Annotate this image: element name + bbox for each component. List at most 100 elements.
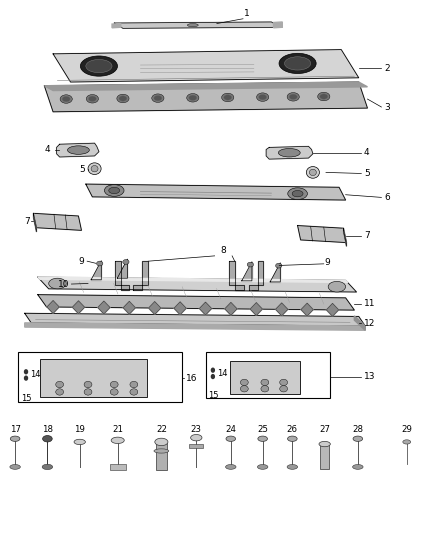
Ellipse shape xyxy=(285,57,311,70)
Bar xyxy=(189,444,203,448)
Polygon shape xyxy=(225,302,237,315)
Ellipse shape xyxy=(222,93,234,102)
Ellipse shape xyxy=(292,190,303,197)
Polygon shape xyxy=(33,213,81,230)
Polygon shape xyxy=(47,301,59,313)
Ellipse shape xyxy=(261,379,269,385)
Ellipse shape xyxy=(306,166,319,178)
Ellipse shape xyxy=(96,261,103,266)
Polygon shape xyxy=(38,295,354,310)
Text: 23: 23 xyxy=(191,425,202,434)
Ellipse shape xyxy=(56,381,64,387)
Ellipse shape xyxy=(353,436,363,441)
Text: 27: 27 xyxy=(319,425,330,434)
Ellipse shape xyxy=(110,389,118,395)
Polygon shape xyxy=(38,277,357,292)
Ellipse shape xyxy=(60,95,72,103)
Ellipse shape xyxy=(280,379,288,385)
Text: 7: 7 xyxy=(25,217,30,226)
Ellipse shape xyxy=(154,449,169,453)
Circle shape xyxy=(211,374,215,379)
Polygon shape xyxy=(38,277,348,282)
Ellipse shape xyxy=(81,56,117,76)
Circle shape xyxy=(24,369,28,374)
Ellipse shape xyxy=(318,92,330,101)
Polygon shape xyxy=(33,213,36,232)
Ellipse shape xyxy=(309,169,316,175)
Text: 14: 14 xyxy=(217,369,228,378)
Text: 1: 1 xyxy=(244,9,250,18)
Ellipse shape xyxy=(279,149,300,157)
Ellipse shape xyxy=(67,146,89,155)
Ellipse shape xyxy=(187,94,199,102)
Polygon shape xyxy=(57,143,99,157)
Ellipse shape xyxy=(287,93,299,101)
Text: 14: 14 xyxy=(30,370,41,379)
Ellipse shape xyxy=(226,436,236,441)
Ellipse shape xyxy=(42,464,53,470)
Ellipse shape xyxy=(288,436,297,441)
Ellipse shape xyxy=(288,188,307,199)
Ellipse shape xyxy=(10,465,20,470)
Polygon shape xyxy=(25,323,365,330)
Polygon shape xyxy=(91,261,101,280)
Circle shape xyxy=(24,375,28,381)
Text: 19: 19 xyxy=(74,425,85,434)
Text: 15: 15 xyxy=(21,394,31,403)
Ellipse shape xyxy=(111,437,124,443)
Ellipse shape xyxy=(279,53,316,74)
Bar xyxy=(156,443,166,470)
Polygon shape xyxy=(174,302,186,314)
Polygon shape xyxy=(199,302,212,315)
Ellipse shape xyxy=(42,435,52,442)
Text: 4: 4 xyxy=(364,148,370,157)
Ellipse shape xyxy=(104,184,124,196)
Ellipse shape xyxy=(154,95,162,101)
Ellipse shape xyxy=(130,389,138,395)
Ellipse shape xyxy=(86,60,112,72)
Text: 4: 4 xyxy=(44,145,50,154)
Text: 10: 10 xyxy=(58,280,70,289)
Ellipse shape xyxy=(84,381,92,387)
Text: 5: 5 xyxy=(364,169,370,178)
Ellipse shape xyxy=(152,94,164,102)
Ellipse shape xyxy=(328,281,346,292)
Text: 28: 28 xyxy=(352,425,364,434)
Bar xyxy=(230,361,300,393)
Ellipse shape xyxy=(280,385,288,392)
Ellipse shape xyxy=(74,439,85,445)
Polygon shape xyxy=(326,303,339,316)
Text: 3: 3 xyxy=(384,102,390,111)
Ellipse shape xyxy=(403,440,411,444)
Polygon shape xyxy=(354,316,365,330)
Polygon shape xyxy=(297,225,346,243)
Bar xyxy=(110,464,126,470)
Text: 29: 29 xyxy=(401,425,412,434)
Polygon shape xyxy=(343,228,346,246)
Ellipse shape xyxy=(247,262,254,267)
Bar xyxy=(18,352,182,402)
Polygon shape xyxy=(242,262,252,281)
Polygon shape xyxy=(112,23,121,28)
Ellipse shape xyxy=(259,94,267,100)
Ellipse shape xyxy=(117,94,129,103)
Ellipse shape xyxy=(261,385,269,392)
Polygon shape xyxy=(86,184,346,200)
Text: 25: 25 xyxy=(257,425,268,434)
Ellipse shape xyxy=(224,95,232,100)
Polygon shape xyxy=(249,261,263,290)
Ellipse shape xyxy=(123,260,129,264)
Ellipse shape xyxy=(155,438,168,446)
Polygon shape xyxy=(266,147,313,159)
Text: 17: 17 xyxy=(10,425,21,434)
Text: 15: 15 xyxy=(208,391,218,400)
Polygon shape xyxy=(229,261,244,290)
Polygon shape xyxy=(123,301,135,314)
Ellipse shape xyxy=(289,94,297,100)
Text: 6: 6 xyxy=(384,193,390,202)
Ellipse shape xyxy=(319,441,330,447)
Polygon shape xyxy=(301,303,313,316)
Ellipse shape xyxy=(88,96,96,101)
Polygon shape xyxy=(114,22,280,28)
Text: 9: 9 xyxy=(79,257,85,265)
